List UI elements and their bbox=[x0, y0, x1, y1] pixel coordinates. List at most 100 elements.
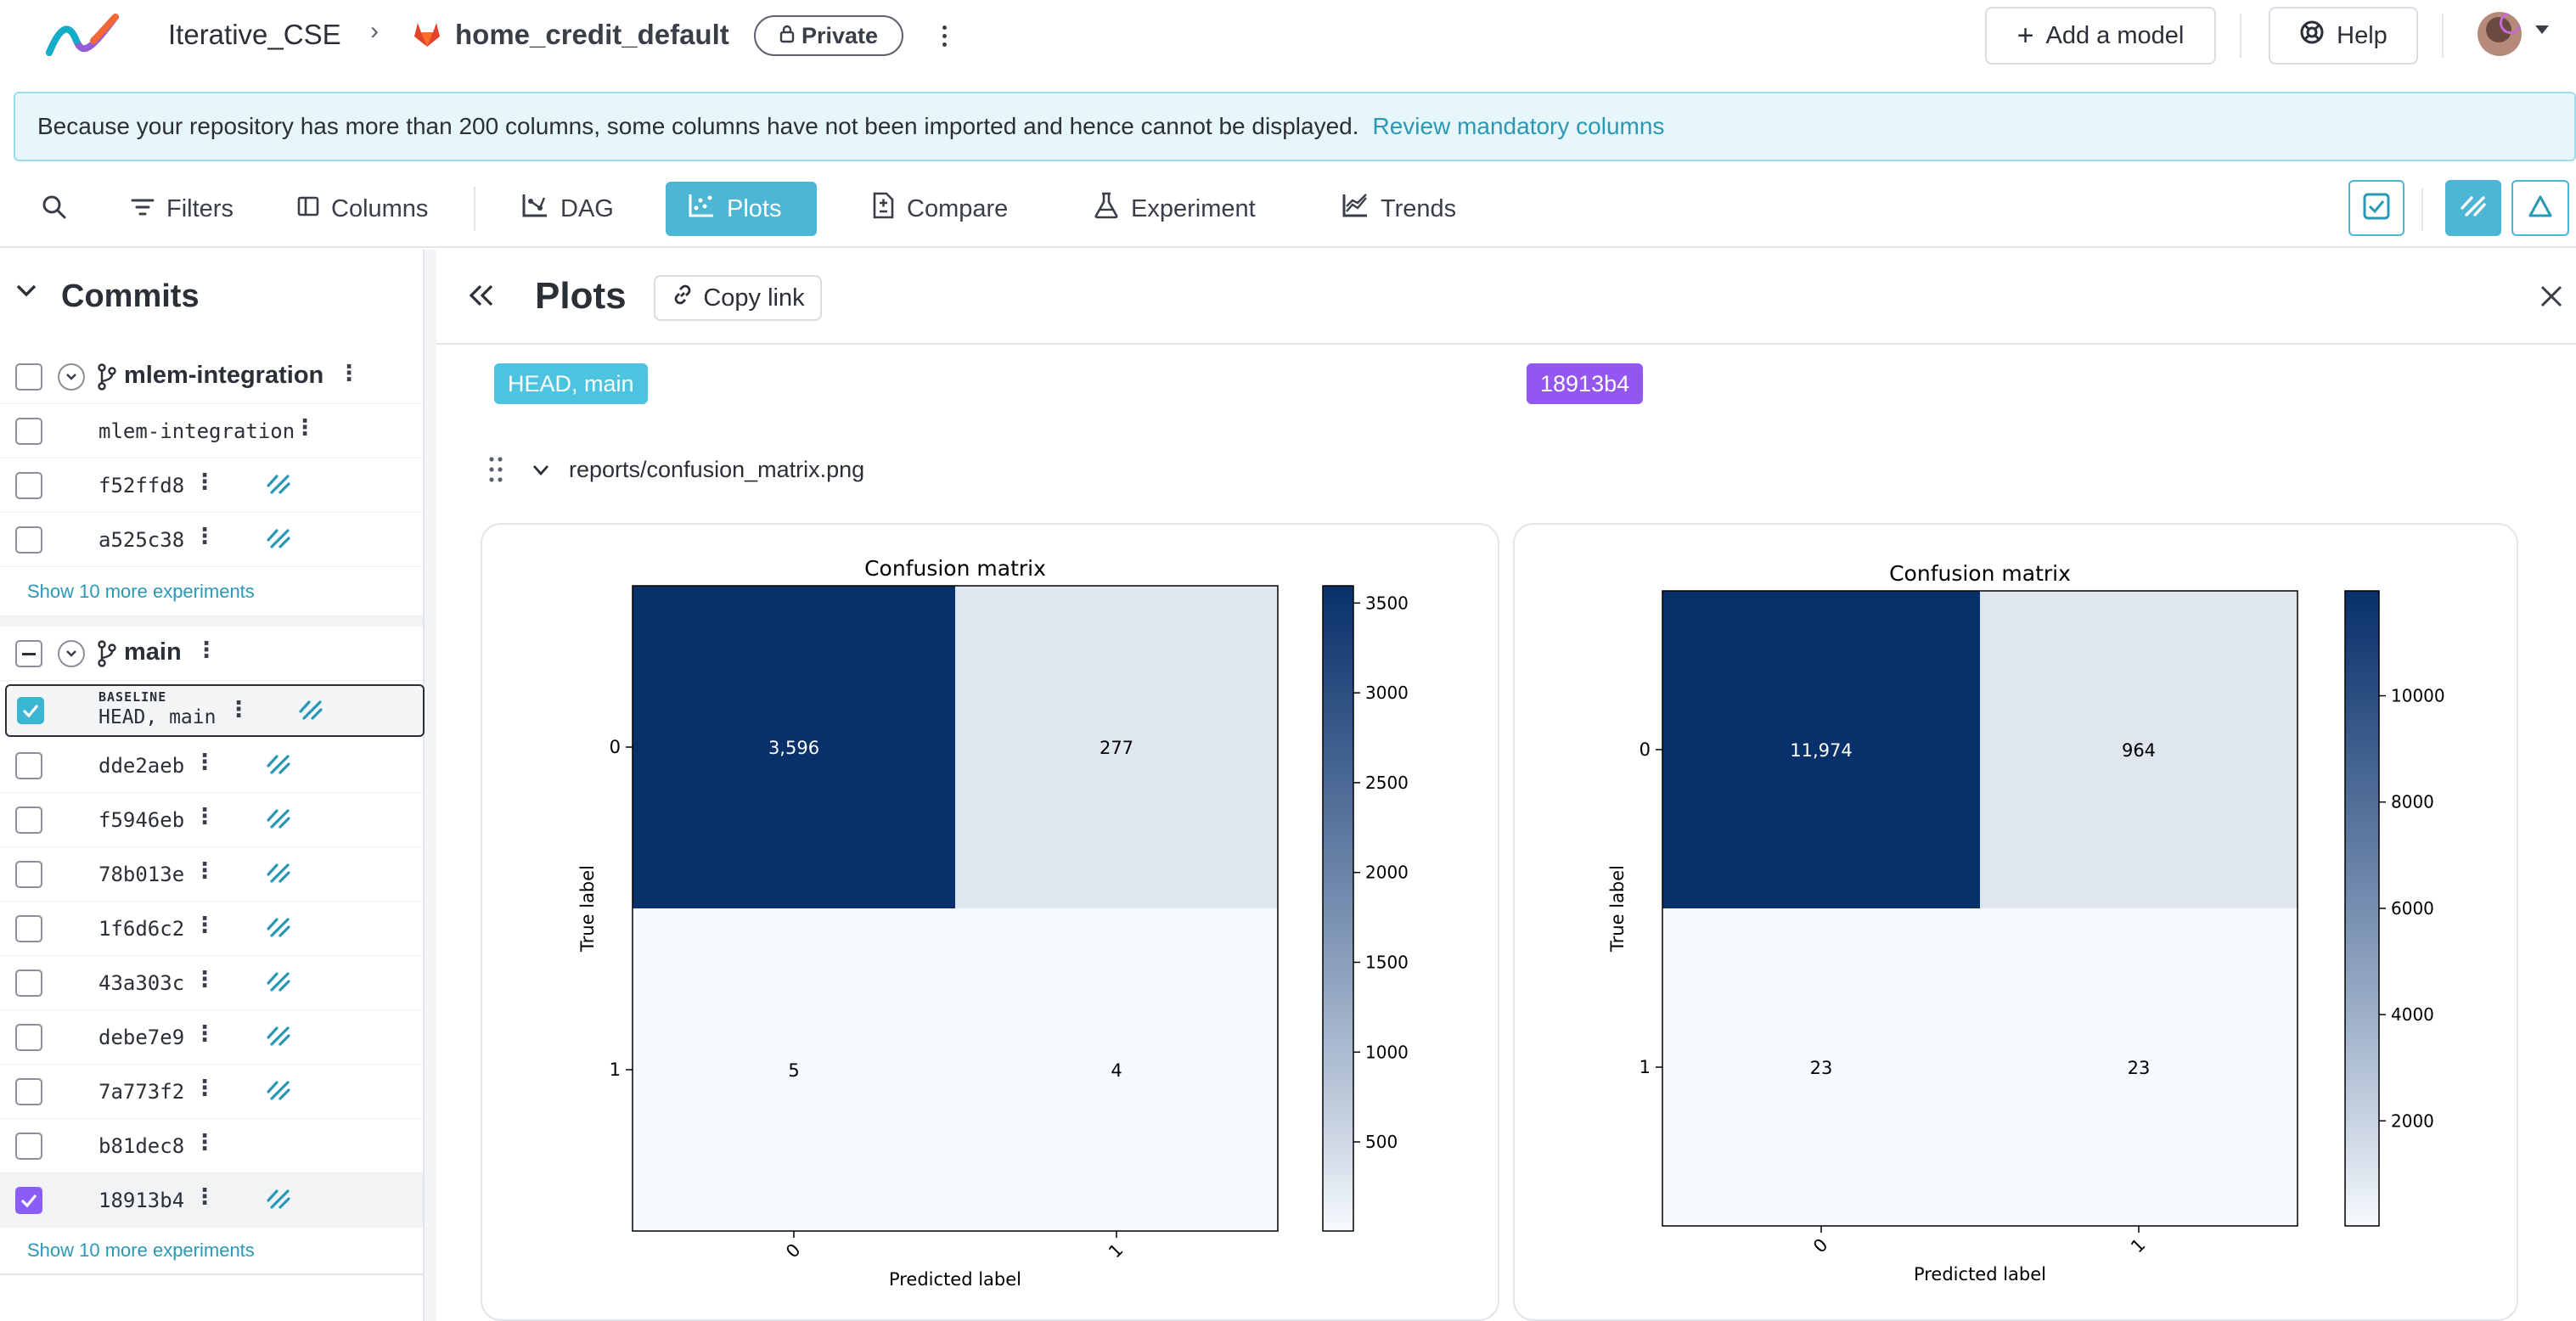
filters-label: Filters bbox=[166, 194, 233, 222]
branch-expand-chevron-icon[interactable] bbox=[58, 640, 85, 667]
visibility-badge: Private bbox=[754, 15, 903, 56]
stream-icon[interactable] bbox=[265, 808, 292, 835]
branch-checkbox[interactable] bbox=[15, 640, 42, 667]
add-model-label: Add a model bbox=[2045, 21, 2185, 49]
colorbar-tick-label: 1000 bbox=[1365, 1042, 1409, 1062]
commit-checkbox[interactable] bbox=[15, 861, 42, 888]
repo-name[interactable]: home_credit_default bbox=[455, 19, 729, 50]
commit-checkbox[interactable] bbox=[17, 697, 44, 724]
collapse-sidebar-double-chevron-icon[interactable] bbox=[467, 284, 496, 312]
stream-icon[interactable] bbox=[265, 917, 292, 943]
tab-dag[interactable]: DAG bbox=[499, 182, 636, 236]
branch-separator bbox=[0, 616, 423, 627]
commit-row[interactable]: 7a773f2 ⋮ bbox=[0, 1065, 423, 1119]
commit-label: HEAD, main bbox=[98, 706, 217, 728]
stream-icon[interactable] bbox=[265, 474, 292, 500]
app-logo[interactable] bbox=[46, 12, 121, 59]
commit-row[interactable]: 43a303c ⋮ bbox=[0, 956, 423, 1010]
baseline-commit-row[interactable]: BASELINE HEAD, main ⋮ bbox=[5, 684, 425, 737]
stream-icon[interactable] bbox=[265, 863, 292, 889]
search-icon[interactable] bbox=[41, 194, 68, 225]
commit-checkbox[interactable] bbox=[15, 807, 42, 834]
columns-button[interactable]: Columns bbox=[275, 182, 450, 236]
commit-row[interactable]: f52ffd8 ⋮ bbox=[0, 458, 423, 513]
panel-resize-gutter[interactable] bbox=[425, 250, 436, 1321]
commit-menu-kebab-icon[interactable]: ⋮ bbox=[228, 696, 250, 722]
commit-row[interactable]: a525c38 ⋮ bbox=[0, 513, 423, 567]
user-avatar[interactable] bbox=[2478, 12, 2522, 56]
commit-menu-kebab-icon[interactable]: ⋮ bbox=[194, 803, 216, 829]
commit-row[interactable]: 1f6d6c2 ⋮ bbox=[0, 902, 423, 956]
commit-menu-kebab-icon[interactable]: ⋮ bbox=[194, 1075, 216, 1100]
copy-link-button[interactable]: Copy link bbox=[654, 275, 822, 321]
commit-label: 1f6d6c2 bbox=[98, 917, 185, 941]
branch-expand-chevron-icon[interactable] bbox=[58, 363, 85, 391]
commit-menu-kebab-icon[interactable]: ⋮ bbox=[194, 857, 216, 883]
branch-menu-kebab-icon[interactable]: ⋮ bbox=[338, 360, 360, 385]
commit-menu-kebab-icon[interactable]: ⋮ bbox=[194, 1020, 216, 1046]
y-tick-label: 0 bbox=[610, 737, 621, 757]
branch-menu-kebab-icon[interactable]: ⋮ bbox=[195, 637, 217, 662]
commit-menu-kebab-icon[interactable]: ⋮ bbox=[194, 469, 216, 494]
commit-menu-kebab-icon[interactable]: ⋮ bbox=[194, 749, 216, 774]
drag-handle-icon[interactable] bbox=[487, 455, 504, 488]
live-stream-toggle-button[interactable] bbox=[2445, 180, 2501, 236]
branch-name: main bbox=[124, 638, 182, 666]
tab-compare[interactable]: Compare bbox=[849, 182, 1030, 236]
commit-checkbox[interactable] bbox=[15, 970, 42, 997]
stream-icon[interactable] bbox=[265, 1189, 292, 1215]
commit-menu-kebab-icon[interactable]: ⋮ bbox=[194, 912, 216, 937]
colorbar-tick-label: 2500 bbox=[1365, 773, 1409, 793]
org-name[interactable]: Iterative_CSE bbox=[168, 19, 341, 50]
commit-menu-kebab-icon[interactable]: ⋮ bbox=[194, 1183, 216, 1209]
stream-icon[interactable] bbox=[265, 528, 292, 554]
commit-menu-kebab-icon[interactable]: ⋮ bbox=[194, 966, 216, 992]
close-icon[interactable] bbox=[2539, 284, 2564, 313]
commit-row[interactable]: dde2aeb ⋮ bbox=[0, 739, 423, 793]
avatar-chevron-down-icon[interactable] bbox=[2534, 24, 2551, 40]
review-mandatory-columns-link[interactable]: Review mandatory columns bbox=[1372, 113, 1665, 139]
commit-checkbox[interactable] bbox=[15, 526, 42, 554]
heatmap-cell bbox=[955, 908, 1278, 1231]
tab-trends[interactable]: Trends bbox=[1319, 182, 1478, 236]
commit-row[interactable]: 18913b4 ⋮ bbox=[0, 1173, 423, 1228]
stream-icon[interactable] bbox=[265, 971, 292, 998]
commit-row[interactable]: mlem-integration ⋮ bbox=[0, 404, 423, 458]
add-model-button[interactable]: + Add a model bbox=[1985, 7, 2216, 65]
commit-row[interactable]: f5946eb ⋮ bbox=[0, 793, 423, 847]
commit-checkbox[interactable] bbox=[15, 1133, 42, 1160]
help-button[interactable]: Help bbox=[2269, 7, 2418, 65]
delta-toggle-button[interactable] bbox=[2511, 180, 2569, 236]
collapse-plot-chevron-down-icon[interactable] bbox=[532, 464, 550, 481]
collapse-commits-chevron-down-icon[interactable] bbox=[15, 284, 37, 303]
commit-checkbox[interactable] bbox=[15, 418, 42, 445]
filters-button[interactable]: Filters bbox=[109, 182, 256, 236]
commit-label: f5946eb bbox=[98, 808, 185, 832]
commit-checkbox[interactable] bbox=[15, 1024, 42, 1051]
commit-row[interactable]: b81dec8 ⋮ bbox=[0, 1119, 423, 1173]
chart-title: Confusion matrix bbox=[864, 556, 1046, 581]
commit-checkbox[interactable] bbox=[15, 915, 42, 942]
show-more-experiments-link[interactable]: Show 10 more experiments bbox=[27, 581, 255, 602]
tab-plots[interactable]: Plots bbox=[666, 182, 817, 236]
stream-icon[interactable] bbox=[265, 1026, 292, 1052]
commit-checkbox[interactable] bbox=[15, 1078, 42, 1105]
commit-checkbox[interactable] bbox=[15, 1187, 42, 1214]
show-more-experiments-link[interactable]: Show 10 more experiments bbox=[27, 1239, 255, 1261]
commit-checkbox[interactable] bbox=[15, 752, 42, 779]
commit-checkbox[interactable] bbox=[15, 472, 42, 499]
stream-icon[interactable] bbox=[297, 700, 324, 726]
delta-icon bbox=[2528, 194, 2553, 222]
branch-checkbox[interactable] bbox=[15, 363, 42, 391]
commit-row[interactable]: 78b013e ⋮ bbox=[0, 847, 423, 902]
tab-experiment[interactable]: Experiment bbox=[1071, 182, 1278, 236]
repo-menu-kebab-icon[interactable] bbox=[932, 17, 956, 54]
select-checkbox-toggle-button[interactable] bbox=[2348, 180, 2404, 236]
confusion-matrix-chart: Confusion matrix 11,974 964 23 23 0 1 0 1 Predict… bbox=[1607, 561, 2445, 1284]
commit-menu-kebab-icon[interactable]: ⋮ bbox=[194, 1129, 216, 1155]
commit-menu-kebab-icon[interactable]: ⋮ bbox=[294, 414, 316, 440]
commit-row[interactable]: debe7e9 ⋮ bbox=[0, 1010, 423, 1065]
stream-icon[interactable] bbox=[265, 1080, 292, 1106]
stream-icon[interactable] bbox=[265, 754, 292, 780]
commit-menu-kebab-icon[interactable]: ⋮ bbox=[194, 523, 216, 548]
